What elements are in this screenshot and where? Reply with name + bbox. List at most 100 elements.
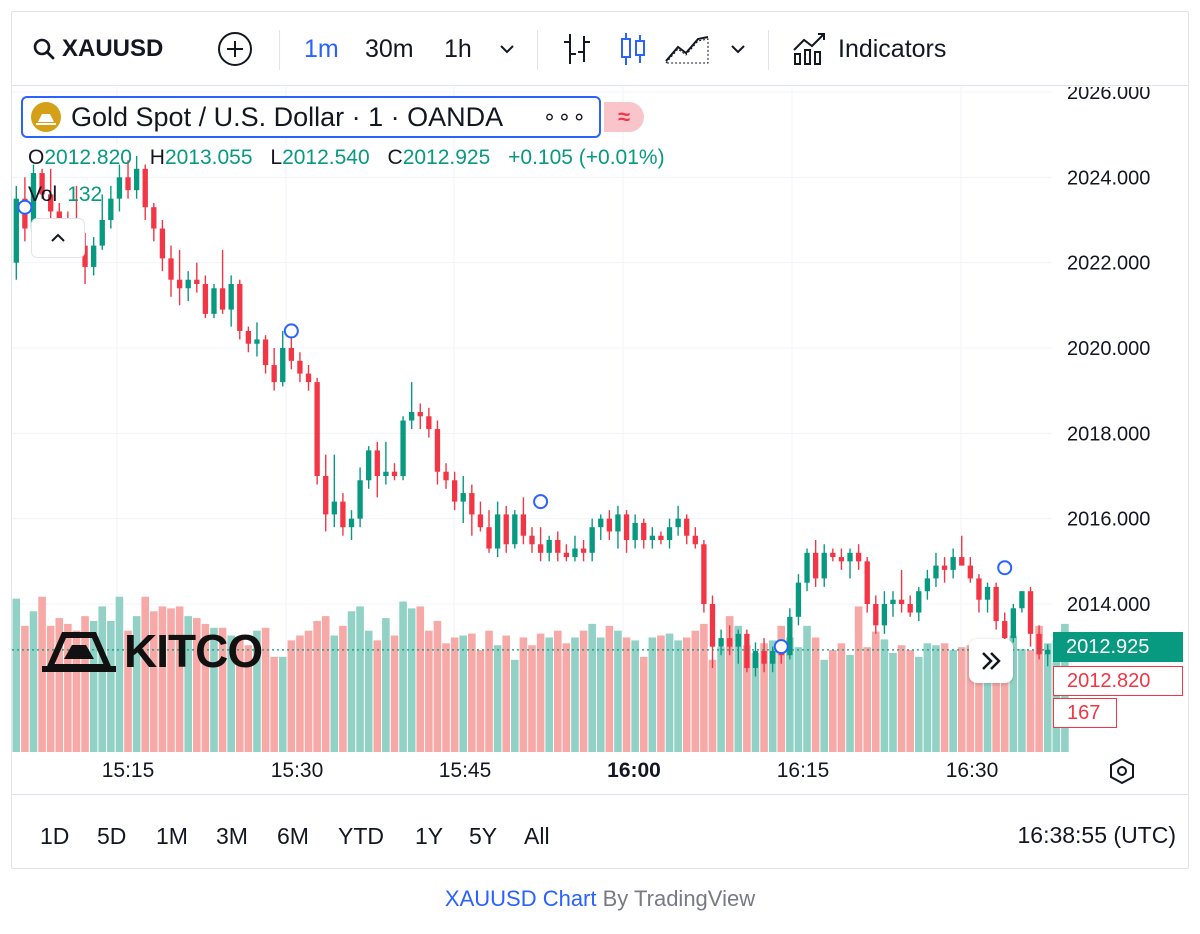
scroll-to-realtime-button[interactable] (969, 639, 1013, 683)
candle-body (99, 220, 105, 246)
settings-button[interactable] (1107, 756, 1137, 791)
volume-bar (725, 616, 734, 752)
ohlc-values: O2012.820 H2013.055 L2012.540 C2012.925 … (28, 146, 677, 170)
candle-body (933, 565, 939, 579)
chart-widget: XAUUSD 1m 30m 1h Indicators 2026.000 2 (11, 11, 1189, 869)
legend-title[interactable]: Gold Spot / U.S. Dollar · 1 · OANDA ∘∘∘ (21, 96, 601, 138)
interval-30m[interactable]: 30m (365, 34, 414, 63)
volume-label: Vol (28, 183, 58, 206)
range-all[interactable]: All (524, 823, 550, 849)
range-1y[interactable]: 1Y (415, 823, 444, 849)
indicators-button[interactable]: Indicators (792, 12, 946, 86)
candle-body (451, 480, 458, 502)
volume-bar (949, 650, 957, 752)
candle-body (572, 548, 578, 558)
utc-clock[interactable]: 16:38:55 (UTC) (1017, 822, 1176, 848)
candle-body (202, 284, 209, 314)
volume-bar (1026, 650, 1035, 752)
compare-button[interactable] (217, 12, 253, 86)
volume-bar (12, 598, 21, 752)
candle-body (941, 565, 948, 570)
volume-bar (201, 623, 210, 752)
range-5y[interactable]: 5Y (469, 823, 498, 849)
volume-bar (751, 653, 760, 752)
symbol-search[interactable]: XAUUSD (32, 12, 163, 86)
area-style-button[interactable] (664, 12, 710, 86)
volume-bar (872, 631, 880, 752)
candle-body (916, 591, 922, 613)
candle-body (649, 535, 655, 540)
bar-style-button[interactable] (562, 12, 592, 86)
chevron-down-icon (500, 45, 514, 54)
chart-type-dropdown[interactable] (729, 12, 747, 86)
volume-bar (468, 633, 476, 752)
candle-body (1002, 621, 1008, 639)
toolbar-separator (279, 30, 280, 70)
interval-dropdown[interactable] (498, 12, 516, 86)
symbol-label: XAUUSD (62, 35, 164, 62)
candle-body (520, 514, 527, 536)
range-6m[interactable]: 6M (277, 823, 309, 849)
volume-bar (390, 635, 399, 752)
volume-legend: Vol 132 (28, 183, 102, 207)
plus-circle-icon (218, 32, 252, 66)
interval-1m[interactable]: 1m (304, 34, 339, 63)
volume-bar (940, 643, 949, 752)
candle-body (142, 168, 148, 208)
candle-body (847, 552, 853, 562)
alert-badge[interactable]: ≈ (604, 102, 644, 132)
range-3m[interactable]: 3M (216, 823, 248, 849)
range-1d[interactable]: 1D (40, 823, 70, 849)
candle-body (675, 518, 681, 528)
candle-body (245, 330, 252, 344)
candle-body (959, 557, 965, 566)
candles-button[interactable] (618, 12, 648, 86)
price-chart[interactable]: 2026.000 2024.000 2022.000 2020.000 2018.000… (12, 87, 1189, 787)
more-icon[interactable]: ∘∘∘ (542, 104, 587, 129)
volume-bar (347, 611, 356, 752)
range-1m[interactable]: 1M (156, 823, 188, 849)
volume-bar (55, 618, 64, 752)
candle-body (443, 471, 449, 481)
volume-bar (364, 630, 373, 752)
volume-bar (639, 656, 648, 752)
hexagon-settings-icon (1110, 757, 1134, 785)
candle-body (185, 279, 191, 289)
candle-body (460, 493, 466, 502)
volume-bar (914, 656, 923, 752)
volume-bar (631, 640, 639, 752)
range-ytd[interactable]: YTD (338, 823, 384, 849)
candle-body (1027, 591, 1034, 634)
interval-1h[interactable]: 1h (444, 34, 472, 63)
volume-bar (278, 656, 287, 752)
volume-bar (192, 618, 201, 752)
volume-bar (459, 635, 468, 752)
candle-body (735, 633, 741, 647)
candle-body (623, 514, 630, 540)
candle-body (30, 173, 37, 229)
price-tick: 2026.000 (1067, 87, 1150, 104)
candle-body (383, 471, 389, 476)
candle-body (237, 284, 243, 331)
candle-body (503, 514, 509, 545)
footer-chart-link[interactable]: XAUUSD Chart (444, 886, 597, 911)
candle-body (855, 552, 862, 562)
open-price-tag: 2012.820 (1053, 666, 1183, 696)
volume-bar (150, 611, 158, 752)
volume-bar (957, 647, 966, 752)
candle-body (881, 604, 888, 626)
volume-bar (132, 616, 141, 752)
bars-icon (564, 34, 590, 64)
candle-body (873, 604, 879, 626)
candle-body (907, 604, 913, 613)
event-marker-icon (283, 323, 299, 339)
collapse-legend-button[interactable] (31, 218, 85, 258)
candle-body (219, 288, 226, 310)
footer-by[interactable]: By TradingView (602, 886, 756, 911)
volume-bar (124, 630, 132, 752)
open-value: 2012.820 (44, 146, 132, 169)
price-tick: 2020.000 (1067, 338, 1150, 360)
volume-bar (442, 643, 450, 752)
range-5d[interactable]: 5D (97, 823, 127, 849)
volume-bar (115, 596, 124, 752)
